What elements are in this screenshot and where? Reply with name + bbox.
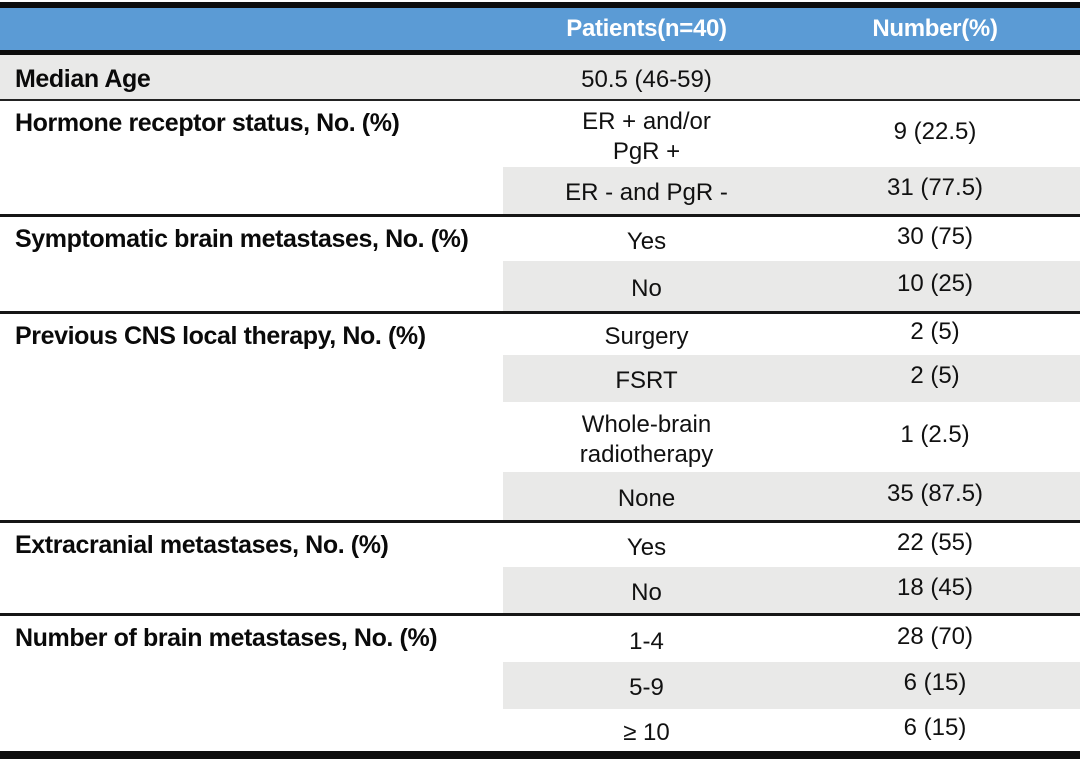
number-cell: 2 (5) xyxy=(910,318,960,345)
table-row: No 10 (25) xyxy=(503,261,1080,311)
patients-cell: ER - and PgR - xyxy=(565,179,728,206)
section-hormone-receptor-status: Hormone receptor status, No. (%) ER + an… xyxy=(0,101,1080,217)
patients-cell: Surgery xyxy=(604,323,689,350)
table-row: Yes 30 (75) xyxy=(503,217,1080,261)
table-row: 50.5 (46-59) xyxy=(503,55,1080,99)
table-row: None 35 (87.5) xyxy=(503,472,1080,520)
patients-cell: No xyxy=(631,578,662,606)
table-row: 5-9 6 (15) xyxy=(503,662,1080,709)
table-row: No 18 (45) xyxy=(503,567,1080,613)
number-cell: 35 (87.5) xyxy=(886,479,984,507)
table-bottom-border xyxy=(0,751,1080,759)
number-cell: 9 (22.5) xyxy=(893,117,977,145)
table-row: 1-4 28 (70) xyxy=(503,616,1080,662)
table-row: ≥ 10 6 (15) xyxy=(503,709,1080,751)
number-cell: 6 (15) xyxy=(903,669,967,696)
table-row: ER + and/or PgR + 9 (22.5) xyxy=(503,101,1080,167)
table-top-border xyxy=(0,2,1080,8)
patients-cell: ≥ 10 xyxy=(623,718,670,746)
section-previous-cns-local-therapy: Previous CNS local therapy, No. (%) Surg… xyxy=(0,314,1080,523)
table-row: Yes 22 (55) xyxy=(503,523,1080,567)
table-row: ER - and PgR - 31 (77.5) xyxy=(503,167,1080,214)
row-label: Previous CNS local therapy, No. (%) xyxy=(15,322,426,350)
section-median-age: Median Age 50.5 (46-59) xyxy=(0,55,1080,101)
number-cell xyxy=(790,55,1080,99)
header-number-column: Number(%) xyxy=(872,15,998,42)
patients-cell: Yes xyxy=(626,533,667,561)
patients-cell: Yes xyxy=(626,227,667,255)
table-row: Whole-brain radiotherapy 1 (2.5) xyxy=(503,402,1080,472)
number-cell: 18 (45) xyxy=(896,573,974,601)
table-header-row: Patients(n=40) Number(%) xyxy=(0,8,1080,55)
row-label: Symptomatic brain metastases, No. (%) xyxy=(15,225,469,253)
patients-cell: Whole-brain radiotherapy xyxy=(579,410,714,468)
patients-cell: None xyxy=(617,484,676,512)
number-cell: 31 (77.5) xyxy=(886,174,984,201)
row-label: Number of brain metastases, No. (%) xyxy=(15,624,438,652)
patients-cell: No xyxy=(631,274,662,302)
number-cell: 2 (5) xyxy=(910,362,960,389)
table-row: Surgery 2 (5) xyxy=(503,314,1080,355)
number-cell: 10 (25) xyxy=(896,269,974,297)
section-extracranial-metastases: Extracranial metastases, No. (%) Yes 22 … xyxy=(0,523,1080,616)
patients-cell: FSRT xyxy=(615,367,678,394)
number-cell: 22 (55) xyxy=(896,528,974,556)
section-symptomatic-brain-metastases: Symptomatic brain metastases, No. (%) Ye… xyxy=(0,217,1080,314)
number-cell: 30 (75) xyxy=(896,222,974,250)
patients-cell: 1-4 xyxy=(629,627,664,655)
row-label: Extracranial metastases, No. (%) xyxy=(15,531,389,559)
number-cell: 6 (15) xyxy=(903,713,967,741)
row-label: Hormone receptor status, No. (%) xyxy=(15,109,400,137)
row-label: Median Age xyxy=(15,65,151,93)
header-patients-column: Patients(n=40) xyxy=(566,15,727,42)
section-number-of-brain-metastases: Number of brain metastases, No. (%) 1-4 … xyxy=(0,616,1080,751)
number-cell: 28 (70) xyxy=(896,622,974,650)
patient-characteristics-table: Patients(n=40) Number(%) Median Age 50.5… xyxy=(0,2,1080,759)
patients-cell: 50.5 (46-59) xyxy=(581,65,712,93)
table-row: FSRT 2 (5) xyxy=(503,355,1080,402)
patients-cell: 5-9 xyxy=(629,674,664,701)
patients-cell: ER + and/or PgR + xyxy=(582,107,711,165)
number-cell: 1 (2.5) xyxy=(900,420,970,448)
